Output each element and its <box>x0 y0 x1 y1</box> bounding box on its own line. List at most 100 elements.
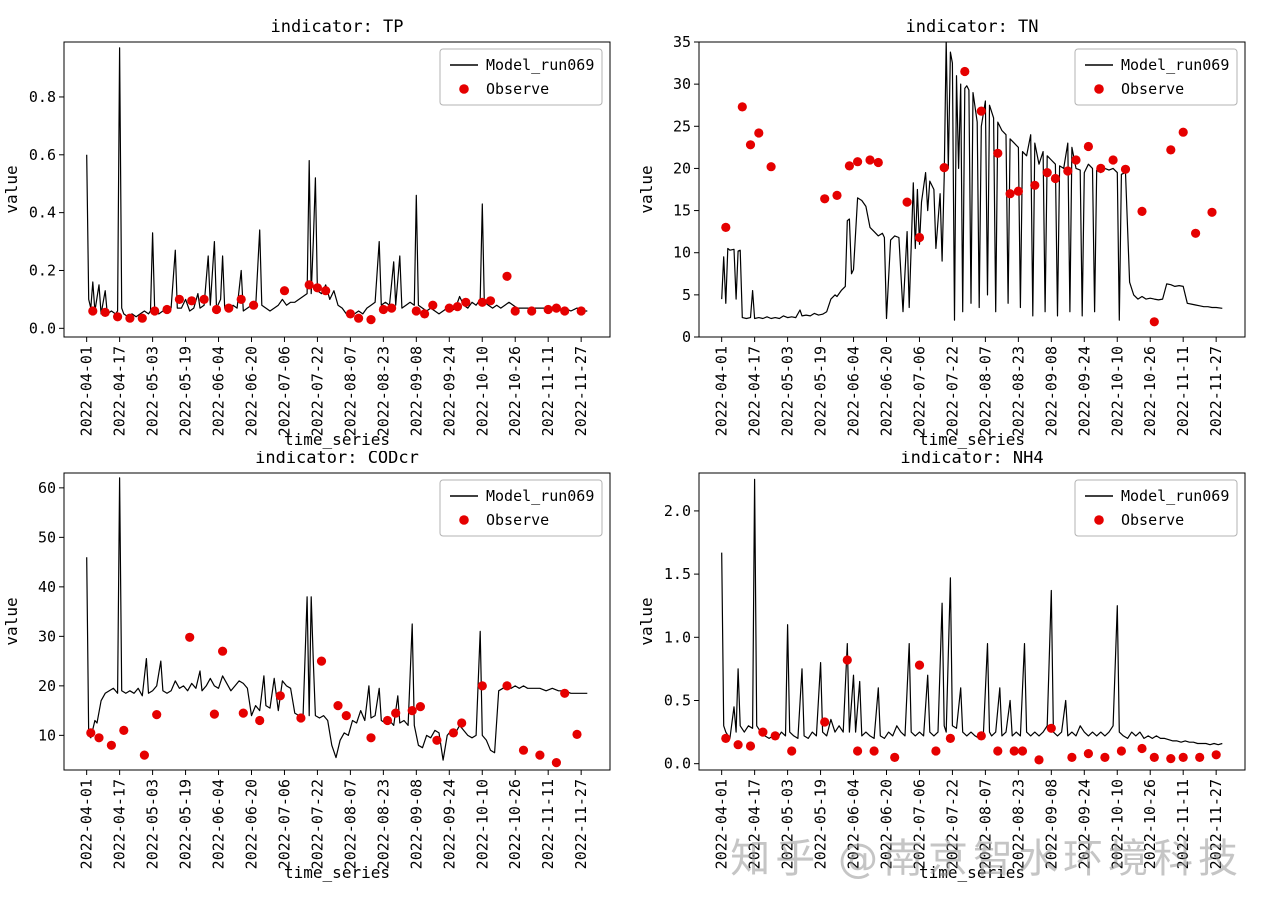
legend-label-observe: Observe <box>486 511 549 529</box>
observe-point <box>1178 752 1188 762</box>
x-tick-label: 2022-06-04 <box>845 346 863 436</box>
observe-point <box>1137 206 1147 216</box>
observe-point <box>378 304 388 315</box>
observe-point <box>279 286 290 296</box>
observe-point <box>527 306 537 316</box>
observe-point <box>428 300 438 310</box>
x-tick-label: 2022-10-26 <box>1141 779 1159 869</box>
legend-box <box>439 479 603 537</box>
observe-point <box>1191 228 1201 238</box>
x-tick-label: 2022-08-23 <box>374 779 392 869</box>
legend-box <box>1074 479 1238 537</box>
observe-point <box>150 306 160 316</box>
observe-point <box>1195 752 1205 762</box>
x-tick-label: 2022-07-22 <box>308 779 326 869</box>
observe-points <box>86 632 582 768</box>
legend: Model_run069 Observe <box>439 479 603 537</box>
legend-label-model: Model_run069 <box>1121 56 1229 74</box>
observe-point <box>296 713 306 723</box>
x-tick-label: 2022-11-27 <box>572 779 590 869</box>
x-tick-label: 2022-05-19 <box>177 779 195 869</box>
observe-point <box>721 733 731 743</box>
x-tick-label: 2022-07-22 <box>308 346 326 436</box>
legend-dot-sample <box>459 515 469 525</box>
observe-point <box>345 309 355 319</box>
x-tick-label: 2022-09-24 <box>1075 346 1093 436</box>
x-tick-label: 2022-07-06 <box>275 346 293 436</box>
x-tick-label: 2022-06-04 <box>845 779 863 869</box>
observe-point <box>420 309 430 319</box>
observe-point <box>1166 754 1176 764</box>
subplot-tp: 0.0 0.2 0.4 0.6 0.8 2022-04-01 2022-04-17 2022-… <box>0 0 634 451</box>
y-tick-label: 1.5 <box>664 565 691 583</box>
observe-point <box>366 315 376 325</box>
legend: Model_run069 Observe <box>439 48 603 106</box>
observe-point <box>411 306 421 316</box>
axes-frame <box>63 472 611 771</box>
observe-point <box>754 128 764 138</box>
x-tick-label: 2022-10-26 <box>506 779 524 869</box>
y-tick-label: 0.8 <box>29 88 56 106</box>
legend-label-model: Model_run069 <box>486 56 594 74</box>
observe-point <box>304 280 314 290</box>
observe-point <box>842 655 852 665</box>
legend-label-observe: Observe <box>1121 511 1184 529</box>
observe-point <box>341 711 351 721</box>
observe-point <box>1017 746 1028 756</box>
observe-point <box>945 733 955 743</box>
observe-point <box>976 731 986 741</box>
observe-points <box>721 66 1217 327</box>
observe-point <box>199 294 209 304</box>
observe-point <box>733 740 743 750</box>
x-axis: 2022-04-01 2022-04-17 2022-05-03 2022-05-19… <box>713 770 1225 869</box>
y-tick-label: 10 <box>673 244 691 262</box>
y-tick-label: 0.4 <box>29 204 56 222</box>
observe-point <box>873 157 883 168</box>
observe-point <box>766 162 776 172</box>
observe-point <box>86 728 96 738</box>
observe-point <box>1096 163 1106 173</box>
observe-point <box>249 300 259 310</box>
x-axis: 2022-04-01 2022-04-17 2022-05-03 2022-05-19… <box>78 770 590 869</box>
observe-point <box>1207 207 1217 217</box>
observe-point <box>865 155 875 165</box>
x-tick-label: 2022-08-07 <box>341 779 359 869</box>
observe-point <box>255 715 265 726</box>
x-tick-label: 2022-04-17 <box>111 346 129 436</box>
y-tick-label: 2.0 <box>664 502 691 520</box>
observe-point <box>94 733 104 743</box>
observe-point <box>444 303 454 313</box>
observe-point <box>1149 752 1159 762</box>
x-tick-label: 2022-09-24 <box>1075 779 1093 869</box>
y-axis: 10 20 30 40 50 60 <box>38 479 64 744</box>
observe-point <box>113 312 123 322</box>
x-tick-label: 2022-06-04 <box>210 779 228 869</box>
legend-box <box>1074 48 1238 106</box>
y-tick-label: 15 <box>673 202 691 220</box>
x-tick-label: 2022-06-20 <box>242 346 260 436</box>
x-tick-label: 2022-09-24 <box>440 346 458 436</box>
observe-point <box>502 271 512 281</box>
legend-dot-sample <box>1094 515 1104 525</box>
observe-point <box>1071 155 1081 165</box>
observe-point <box>1211 750 1221 760</box>
x-tick-label: 2022-04-17 <box>746 779 764 869</box>
x-axis-label: time_series <box>284 430 390 449</box>
observe-point <box>477 297 487 307</box>
x-axis-label: time_series <box>284 863 390 882</box>
observe-point <box>1100 752 1110 762</box>
observe-point <box>853 746 863 756</box>
legend: Model_run069 Observe <box>1074 48 1238 106</box>
x-tick-label: 2022-04-17 <box>746 346 764 436</box>
subplot-tn: 0 5 10 15 20 25 30 35 2022-04-01 2022-04-17 2022-0… <box>635 0 1269 451</box>
observe-point <box>518 745 529 755</box>
x-axis-label: time_series <box>919 430 1025 449</box>
y-axis-label: value <box>2 165 21 213</box>
observe-point <box>477 681 487 691</box>
x-tick-label: 2022-11-27 <box>1207 346 1225 436</box>
subplot-nh4: 0.0 0.5 1.0 1.5 2.0 2022-04-01 2022-04-17 2022-… <box>635 451 1269 902</box>
x-tick-label: 2022-05-19 <box>177 346 195 436</box>
x-tick-label: 2022-06-20 <box>877 779 895 869</box>
observe-point <box>535 750 545 760</box>
